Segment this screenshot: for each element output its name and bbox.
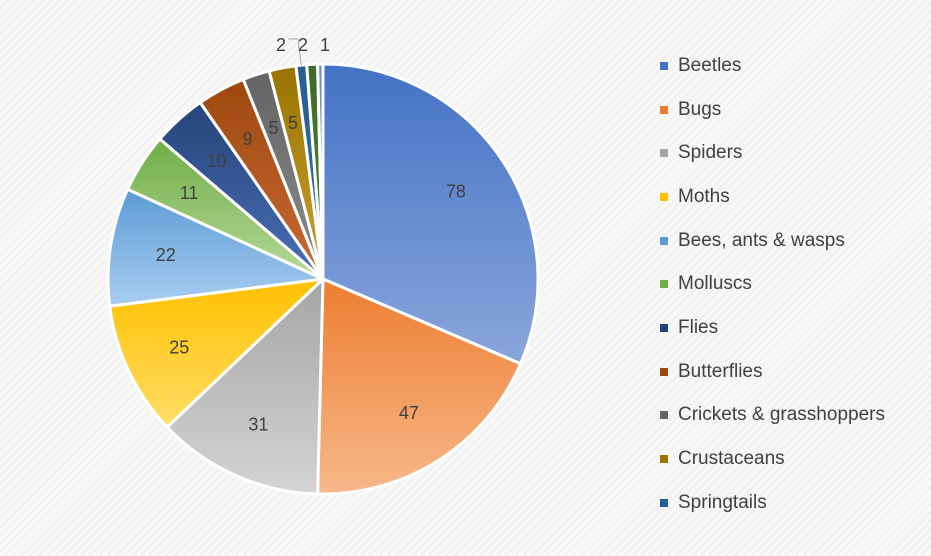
legend-label: Bees, ants & wasps <box>678 229 845 251</box>
legend-swatch <box>660 192 668 201</box>
legend-label: Moths <box>678 185 730 207</box>
slice-moths <box>108 277 325 429</box>
legend-swatch <box>660 236 668 245</box>
legend-label: Crickets & grasshoppers <box>678 404 885 426</box>
slice-bugs <box>316 277 523 496</box>
legend-label: Springtails <box>678 491 767 513</box>
legend-item-molluscs: Molluscs <box>660 262 885 306</box>
slice-woodlice <box>316 62 325 281</box>
legend-item-crustaceans: Crustaceans <box>660 437 885 481</box>
legend-swatch <box>660 105 668 114</box>
slice-beetles <box>321 62 540 366</box>
leader-line-springtails <box>288 38 302 66</box>
data-label-woodlice: 1 <box>320 35 330 55</box>
data-label-dragonflies: 2 <box>298 35 308 55</box>
legend-swatch <box>660 61 668 70</box>
legend-label: Butterflies <box>678 360 763 382</box>
legend-item-flies: Flies <box>660 306 885 350</box>
legend-item-beetles: Beetles <box>660 44 885 88</box>
legend-label: Molluscs <box>678 273 752 295</box>
legend-swatch <box>660 323 668 332</box>
legend-label: Flies <box>678 316 719 338</box>
legend-swatch <box>660 280 668 289</box>
legend-swatch <box>660 498 668 507</box>
legend-label: Beetles <box>678 54 742 76</box>
data-label-molluscs: 11 <box>180 183 199 203</box>
legend-item-springtails: Springtails <box>660 481 885 525</box>
legend-label: Crustaceans <box>678 448 785 470</box>
data-label-moths: 25 <box>169 337 189 357</box>
data-label-spiders: 31 <box>248 414 268 434</box>
legend-item-butterflies: Butterflies <box>660 350 885 394</box>
slice-bees-ants-wasps <box>106 187 325 308</box>
data-label-bugs: 47 <box>399 403 419 423</box>
legend-item-bees-ants-wasps: Bees, ants & wasps <box>660 219 885 263</box>
legend-item-spiders: Spiders <box>660 131 885 175</box>
legend-item-bugs: Bugs <box>660 88 885 132</box>
legend-item-crickets-grasshoppers: Crickets & grasshoppers <box>660 394 885 438</box>
legend-swatch <box>660 455 668 464</box>
data-label-crustaceans: 5 <box>288 113 298 133</box>
legend-label: Bugs <box>678 98 722 120</box>
data-label-beetles: 78 <box>446 181 466 201</box>
data-label-flies: 10 <box>206 151 226 171</box>
legend-swatch <box>660 411 668 420</box>
legend-item-moths: Moths <box>660 175 885 219</box>
data-label-crickets-grasshoppers: 5 <box>268 118 278 138</box>
data-label-butterflies: 9 <box>243 129 253 149</box>
slice-spiders <box>165 277 325 496</box>
legend-swatch <box>660 149 668 158</box>
legend-swatch <box>660 367 668 376</box>
legend: Beetles Bugs Spiders Moths Bees, ants & wasp… <box>660 44 885 525</box>
legend-label: Spiders <box>678 142 743 164</box>
data-label-bees-ants-wasps: 22 <box>156 245 176 265</box>
data-label-springtails: 2 <box>276 35 286 55</box>
